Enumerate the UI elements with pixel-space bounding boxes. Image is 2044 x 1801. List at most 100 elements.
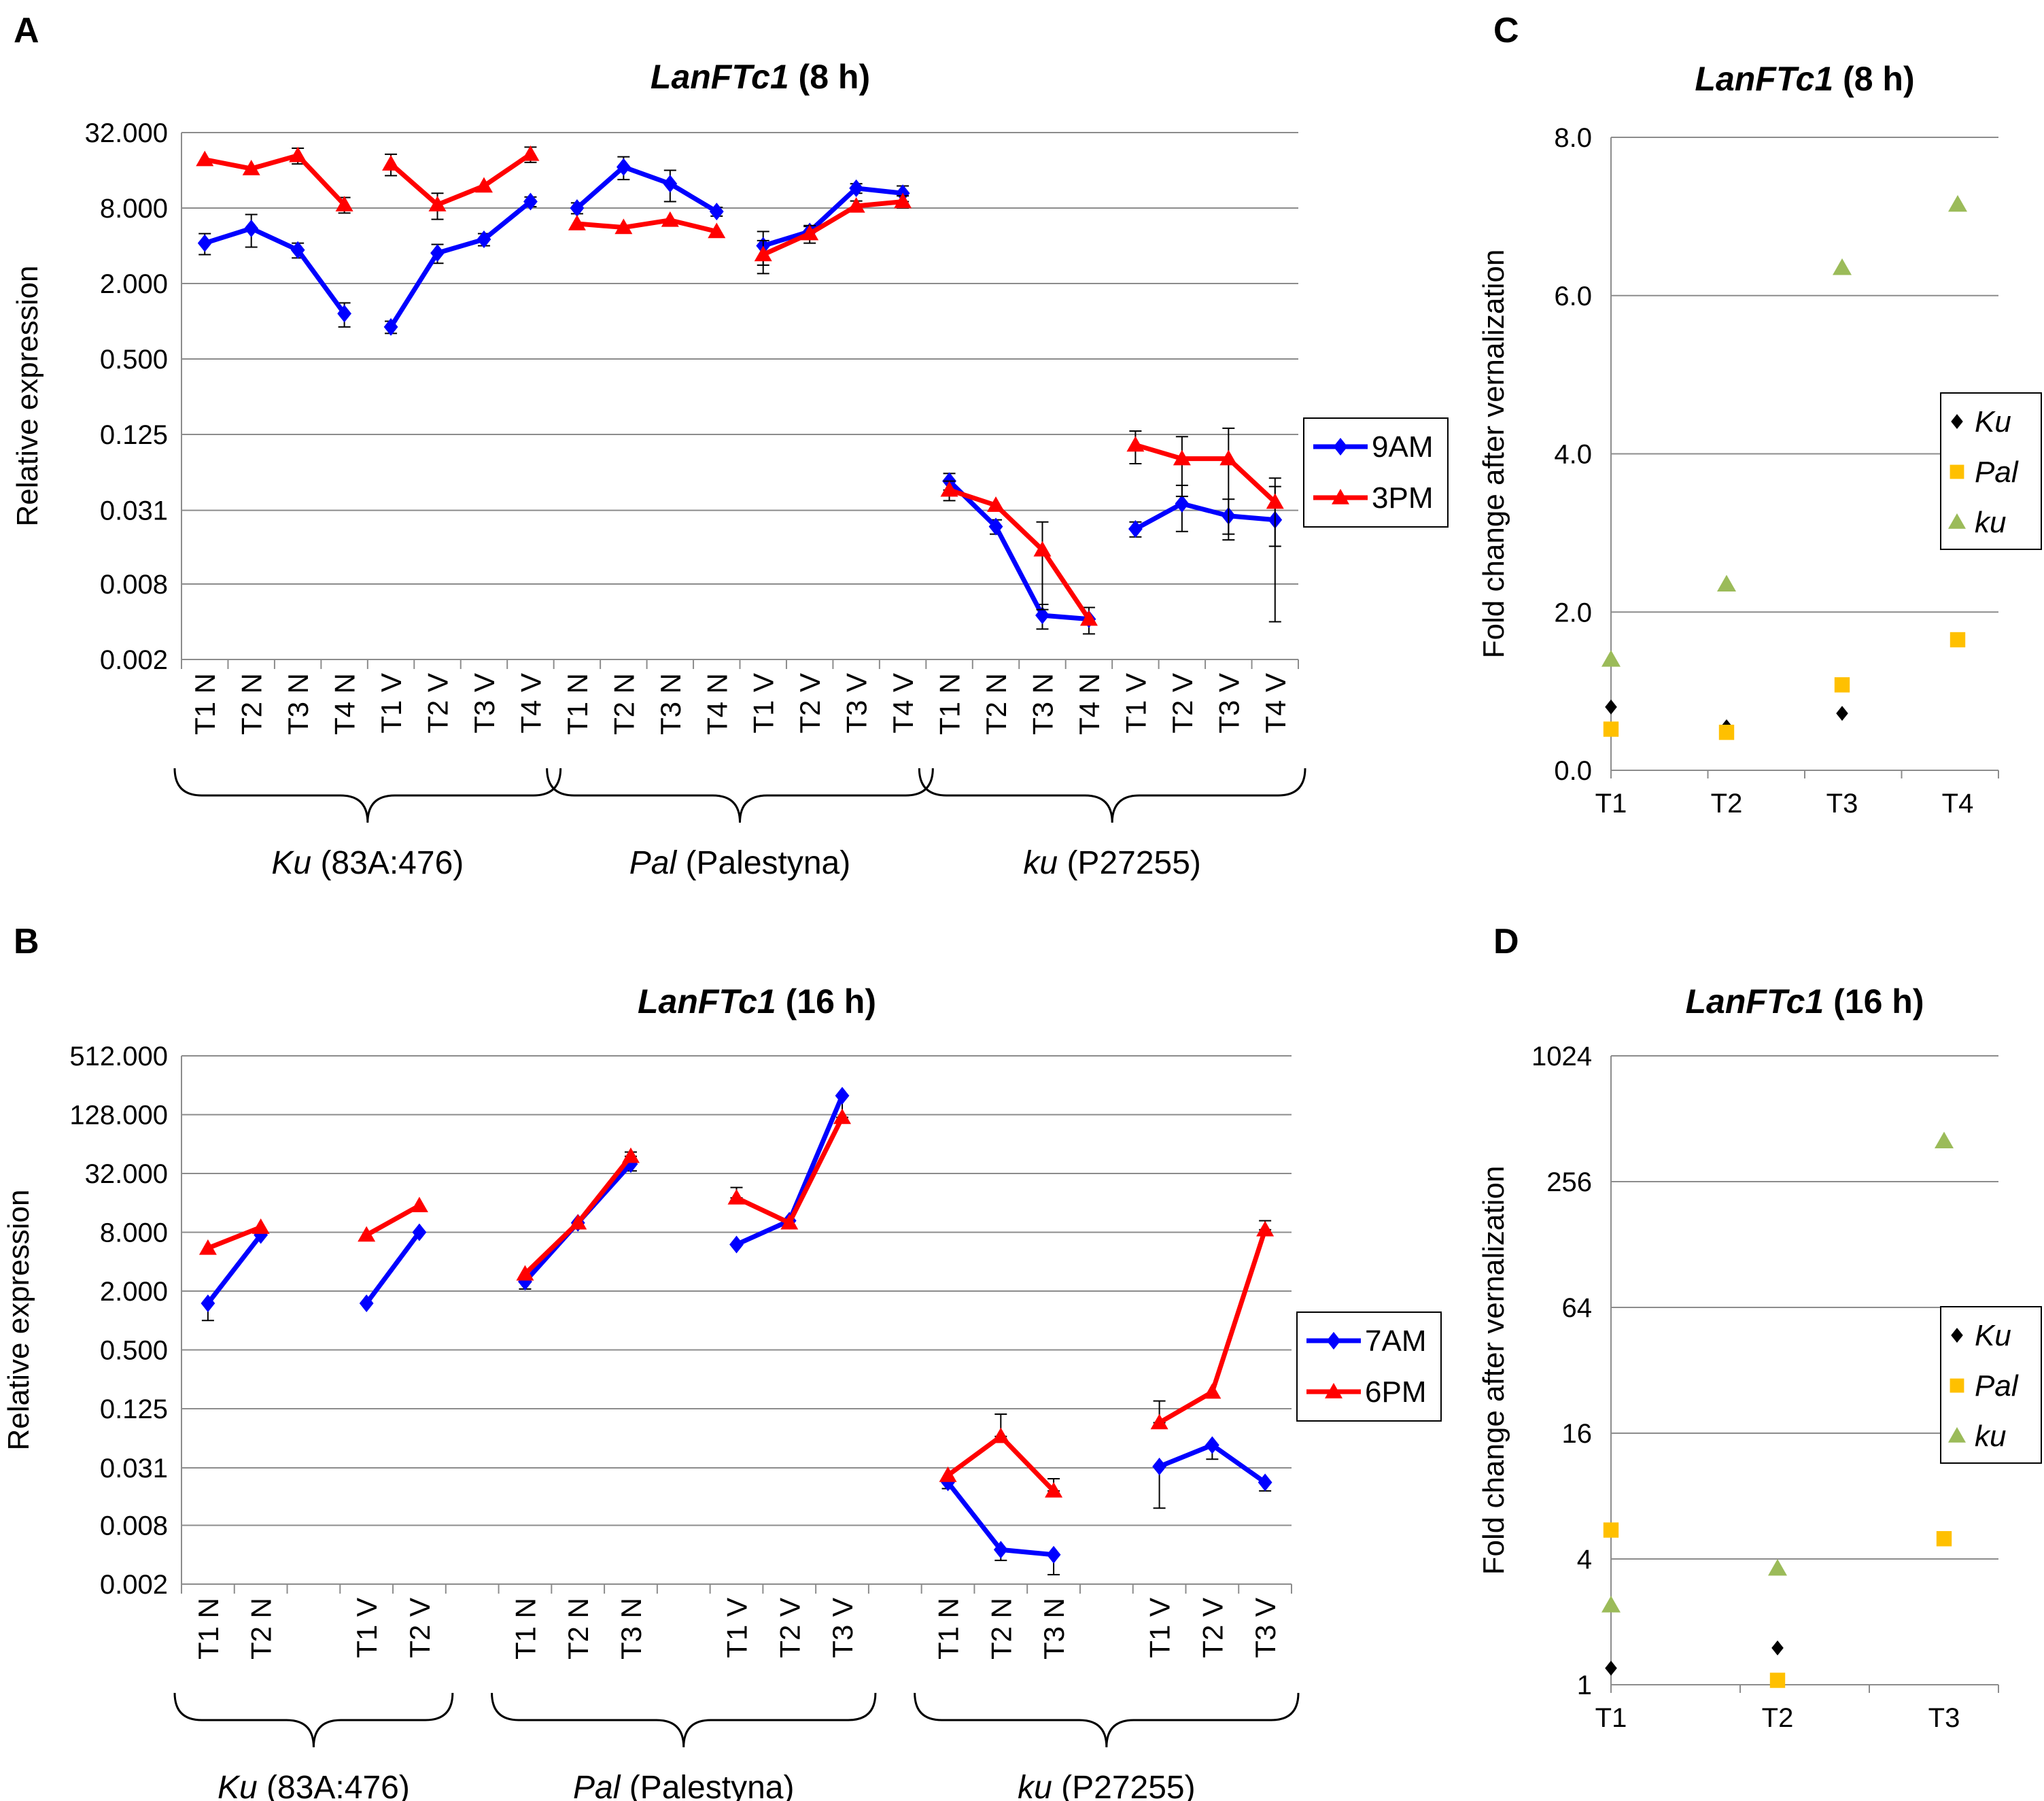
data-point xyxy=(1128,520,1143,538)
data-point xyxy=(1266,493,1284,509)
group-accession: (83A:476) xyxy=(258,1770,410,1801)
x-category-label: T3 xyxy=(1928,1703,1960,1733)
series-line xyxy=(364,1231,421,1305)
legend-marker xyxy=(1951,414,1963,429)
y-tick-label: 6.0 xyxy=(1554,281,1592,311)
data-point xyxy=(358,1226,376,1242)
data-point xyxy=(1126,436,1145,452)
data-point xyxy=(1768,1559,1787,1576)
data-point xyxy=(1834,677,1850,693)
x-category-label: T4 V xyxy=(887,673,919,734)
group-name: Ku xyxy=(218,1770,258,1801)
data-point xyxy=(847,197,865,213)
panel-label: A xyxy=(14,11,39,50)
y-axis-label: Relative expression xyxy=(2,1190,35,1451)
x-category-label: T4 N xyxy=(1073,673,1105,735)
panel-label: D xyxy=(1493,922,1519,961)
x-category-label: T2 V xyxy=(1166,673,1198,734)
y-tick-label: 0.125 xyxy=(100,420,168,450)
legend-marker xyxy=(1948,513,1966,529)
x-category-label: T2 V xyxy=(1196,1598,1228,1658)
title-suffix: (16 h) xyxy=(1824,982,1924,1020)
group-brace xyxy=(914,1692,1300,1748)
data-point xyxy=(709,203,724,221)
data-point xyxy=(835,1086,850,1105)
y-axis-label: Fold change after vernalization xyxy=(1477,1166,1510,1575)
legend-box xyxy=(1296,1311,1442,1422)
data-point xyxy=(337,305,352,323)
x-category-label: T3 N xyxy=(1026,673,1058,735)
x-category-label: T1 V xyxy=(1120,673,1151,734)
data-point xyxy=(569,1214,587,1230)
series-line xyxy=(946,1434,1056,1493)
x-category-label: T3 V xyxy=(1249,1598,1281,1658)
group-name: ku xyxy=(1023,845,1058,881)
x-category-label: T2 N xyxy=(980,673,1012,735)
x-category-label: T2 N xyxy=(985,1598,1017,1660)
y-tick-label: 0.008 xyxy=(100,570,168,600)
data-point xyxy=(940,481,958,497)
data-point xyxy=(939,1466,957,1482)
y-tick-label: 256 xyxy=(1546,1167,1592,1197)
y-tick-label: 0.031 xyxy=(100,496,168,526)
data-point xyxy=(289,146,307,162)
data-point xyxy=(1771,1640,1784,1656)
data-point xyxy=(382,155,400,171)
title-gene: LanFTc1 xyxy=(638,982,776,1020)
data-point xyxy=(992,1427,1010,1443)
x-category-label: T3 V xyxy=(841,673,873,734)
x-category-label: T2 V xyxy=(422,673,454,734)
group-brace xyxy=(173,768,562,823)
data-point xyxy=(1219,449,1238,466)
legend-label: Ku xyxy=(1975,405,2011,439)
x-category-label: T4 N xyxy=(329,673,361,735)
legend-marker xyxy=(1951,1328,1963,1343)
series-line xyxy=(204,153,347,207)
series-Ku xyxy=(1605,1640,1784,1676)
panel-B: B LanFTc1 (16 h) 512.000 128.000 32.000 8.000… xyxy=(2,922,1442,1801)
data-point xyxy=(849,179,864,197)
y-tick-label: 2.0 xyxy=(1554,598,1592,628)
data-point xyxy=(1718,724,1735,740)
x-category-label: T1 N xyxy=(561,673,593,735)
series-line xyxy=(389,152,532,207)
series-line xyxy=(575,165,718,214)
x-category-label: T2 N xyxy=(562,1598,594,1660)
x-category-label: T1 N xyxy=(189,673,221,735)
series-line xyxy=(762,199,903,257)
data-point xyxy=(988,517,1003,536)
series-9AM xyxy=(197,156,1283,635)
data-point xyxy=(1203,1383,1222,1399)
group-accession: (P27255) xyxy=(1052,1770,1196,1801)
data-point xyxy=(196,150,214,167)
data-point xyxy=(198,1239,217,1255)
group-name: ku xyxy=(1018,1770,1052,1801)
y-tick-label: 8.000 xyxy=(100,194,168,224)
x-category-label: T1 V xyxy=(351,1598,383,1658)
y-tick-label: 0.125 xyxy=(100,1394,168,1424)
title-suffix: (16 h) xyxy=(776,982,876,1020)
y-tick-label: 8.000 xyxy=(100,1218,168,1248)
data-point xyxy=(1605,699,1617,715)
data-point xyxy=(801,224,819,241)
data-point xyxy=(1035,606,1050,625)
x-category-label: T1 N xyxy=(933,1598,965,1660)
panel-C: C LanFTc1 (8 h) 0.0 2.0 4.0 6.0 8.0 Fold change… xyxy=(1477,11,2042,819)
y-tick-label: 32.000 xyxy=(85,1159,168,1189)
data-point xyxy=(616,158,631,176)
data-point xyxy=(568,215,586,230)
panel-D: D LanFTc1 (16 h) 1 4 16 64 256 1024 Fold change … xyxy=(1477,922,2042,1733)
series-line xyxy=(389,199,532,328)
series-7AM xyxy=(201,1086,1272,1576)
y-tick-label: 16 xyxy=(1562,1419,1593,1449)
data-point xyxy=(290,241,305,259)
x-category-label: T3 V xyxy=(827,1598,859,1658)
legend-label: ku xyxy=(1975,1420,2006,1453)
series-ku xyxy=(1601,194,1967,667)
data-point xyxy=(1601,1596,1621,1613)
data-point xyxy=(1717,574,1736,592)
y-tick-label: 0.002 xyxy=(100,1570,168,1600)
title-gene: LanFTc1 xyxy=(1695,60,1833,98)
data-point xyxy=(1936,1531,1952,1547)
